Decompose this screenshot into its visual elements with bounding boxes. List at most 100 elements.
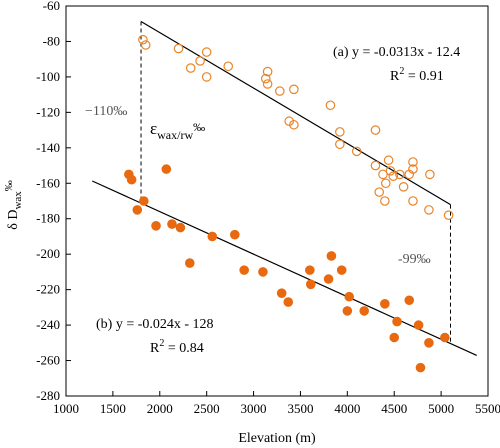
point-b [424, 338, 434, 348]
point-a [443, 210, 454, 220]
point-b [342, 306, 353, 316]
x-tick-label: 2000 [147, 401, 173, 416]
point-a [201, 47, 212, 57]
x-tick-label: 3500 [287, 401, 313, 416]
point-b [132, 205, 143, 215]
point-a [325, 100, 336, 111]
y-tick-label: -100 [36, 69, 60, 84]
point-b [392, 316, 402, 327]
point-b [230, 229, 240, 240]
point-a [408, 157, 418, 167]
point-b [389, 332, 400, 343]
point-a [398, 182, 409, 192]
y-tick-label: -140 [36, 140, 60, 155]
point-a [388, 171, 399, 181]
point-b [175, 222, 186, 233]
point-a [275, 86, 285, 96]
plot-frame [65, 5, 489, 397]
x-tick-label: 4500 [381, 401, 407, 416]
point-b [336, 265, 347, 275]
point-a [185, 63, 196, 73]
point-b [276, 288, 287, 298]
left-gap-label: −110‰ [85, 104, 127, 119]
point-a [385, 166, 396, 176]
point-a [380, 196, 390, 206]
point-a [374, 187, 385, 197]
data-points [124, 34, 454, 373]
point-a [201, 72, 212, 82]
y-tick-label: -60 [43, 0, 60, 13]
point-b [207, 231, 218, 242]
point-b [258, 267, 268, 277]
epsilon-label: εwax/rw‰ [150, 119, 205, 142]
point-a [408, 196, 418, 206]
point-a [408, 164, 418, 174]
x-tick-label: 4000 [334, 401, 360, 416]
point-a [260, 73, 271, 84]
point-b [344, 291, 355, 302]
point-a [140, 40, 151, 50]
point-b [239, 265, 249, 275]
point-a [370, 160, 381, 171]
point-b [413, 320, 424, 330]
point-b [404, 295, 415, 306]
y-tick-label: -220 [36, 282, 60, 297]
y-tick-label: -200 [36, 246, 60, 261]
point-b [440, 332, 450, 343]
fit-line-a [140, 20, 451, 206]
x-tick-label: 2500 [194, 401, 220, 416]
x-axis-title: Elevation (m) [238, 431, 316, 446]
point-a [289, 119, 299, 130]
point-a [223, 61, 234, 72]
x-tick-label: 5500 [475, 401, 500, 416]
r-squared-b: R2 = 0.84 [150, 338, 204, 356]
point-b [323, 274, 334, 284]
fit-line-b [92, 180, 477, 356]
point-b [126, 174, 137, 185]
point-b [326, 251, 337, 261]
point-b [151, 221, 161, 231]
point-a [351, 146, 362, 157]
point-a [383, 155, 394, 166]
point-b [167, 219, 177, 229]
point-b [359, 306, 370, 316]
x-axis: 1000 1500 2000 2500 3000 3500 4000 4500 5000 5500 [53, 391, 500, 416]
y-tick-label: -120 [36, 104, 60, 119]
point-b [380, 299, 390, 309]
point-a [395, 169, 405, 180]
equation-b: (b) y = -0.024x - 128 [96, 317, 214, 332]
x-tick-label: 5000 [428, 401, 454, 416]
point-b [305, 265, 315, 275]
x-tick-label: 1000 [53, 401, 79, 416]
point-b [184, 258, 195, 268]
point-a [335, 139, 345, 150]
y-axis: -60 -80 -100 -120 -140 -160 -180 -200 -220 -240 -2… [36, 0, 71, 403]
y-tick-label: -240 [36, 317, 60, 332]
right-gap-label: -99‰ [398, 252, 431, 267]
point-a [138, 34, 148, 45]
y-tick-label: -260 [36, 353, 60, 368]
point-a [378, 169, 388, 180]
y-tick-label: -180 [36, 211, 60, 226]
x-tick-label: 1500 [100, 401, 126, 416]
point-a [370, 125, 381, 135]
point-a [335, 127, 345, 137]
r-squared-a: R2 = 0.91 [390, 66, 444, 84]
point-b [415, 362, 426, 373]
point-a [289, 84, 299, 95]
gap-lines [140, 21, 451, 344]
point-a [173, 43, 184, 54]
y-tick-label: -160 [36, 175, 60, 190]
point-a [262, 79, 273, 89]
y-tick-label: -280 [36, 388, 60, 403]
equation-a: (a) y = -0.0313x - 12.4 [333, 45, 460, 60]
point-a [195, 56, 205, 66]
y-tick-label: -80 [43, 33, 60, 48]
point-b [139, 196, 149, 206]
point-b [161, 164, 172, 174]
point-a [425, 169, 435, 180]
y-axis-title: δ Dwax‰ [3, 180, 24, 230]
fit-lines [92, 20, 477, 356]
point-b [305, 279, 316, 290]
